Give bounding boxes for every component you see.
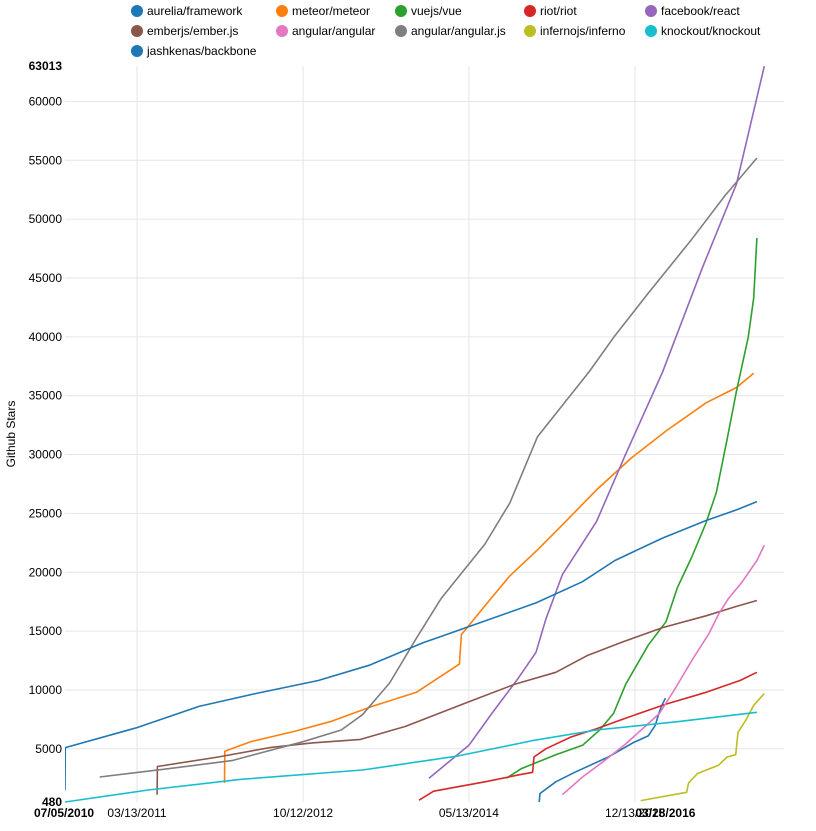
legend-swatch bbox=[524, 25, 536, 37]
y-tick-label: 25000 bbox=[29, 506, 63, 520]
x-tick-label: 10/12/2012 bbox=[273, 806, 333, 820]
y-tick-label: 20000 bbox=[29, 565, 63, 579]
legend-swatch bbox=[276, 5, 288, 17]
legend-swatch bbox=[131, 25, 143, 37]
legend-label: knockout/knockout bbox=[661, 24, 761, 38]
y-tick-label: 45000 bbox=[29, 271, 63, 285]
series-lines bbox=[65, 66, 766, 803]
legend-swatch bbox=[524, 5, 536, 17]
legend-swatch bbox=[131, 5, 143, 17]
series-line-aurelia-framework bbox=[538, 697, 667, 803]
x-tick-label: 12/13/2015 bbox=[605, 806, 665, 820]
y-tick-label: 40000 bbox=[29, 330, 63, 344]
series-line-meteor-meteor bbox=[223, 372, 755, 783]
x-tick-label: 03/13/2011 bbox=[107, 806, 166, 820]
legend-swatch bbox=[395, 25, 407, 37]
series-line-knockout-knockout bbox=[65, 711, 757, 803]
series-line-riot-riot bbox=[418, 671, 758, 801]
series-line-angular-angular bbox=[561, 544, 766, 796]
legend-label: vuejs/vue bbox=[411, 4, 462, 18]
y-axis-title: Github Stars bbox=[4, 401, 18, 468]
axes: 480 5000 10000 15000 20000 25000 30000 35000 400… bbox=[4, 59, 696, 820]
y-tick-label: 63013 bbox=[29, 59, 63, 73]
legend-label: angular/angular bbox=[292, 24, 375, 38]
legend-label: facebook/react bbox=[661, 4, 740, 18]
legend-label: emberjs/ember.js bbox=[147, 24, 238, 38]
series-line-vuejs-vue bbox=[506, 237, 758, 779]
gridlines bbox=[65, 66, 784, 802]
series-line-angular-angular-js bbox=[99, 157, 758, 778]
series-line-facebook-react bbox=[428, 66, 766, 779]
y-tick-label: 480 bbox=[42, 795, 62, 809]
series-line-infernojs-inferno bbox=[640, 692, 765, 802]
y-tick-label: 55000 bbox=[29, 153, 63, 167]
x-tick-label: 07/05/2010 bbox=[34, 806, 94, 820]
legend-label: meteor/meteor bbox=[292, 4, 370, 18]
series-line-jashkenas-backbone bbox=[65, 500, 758, 791]
y-tick-label: 30000 bbox=[29, 448, 63, 462]
legend-swatch bbox=[276, 25, 288, 37]
legend-swatch bbox=[645, 25, 657, 37]
legend-label: angular/angular.js bbox=[411, 24, 506, 38]
y-tick-label: 5000 bbox=[35, 742, 62, 756]
x-tick-label: 03/28/2016 bbox=[635, 806, 695, 820]
y-tick-label: 15000 bbox=[29, 624, 63, 638]
legend-label: aurelia/framework bbox=[147, 4, 243, 18]
y-tick-label: 60000 bbox=[29, 94, 63, 108]
legend-swatch bbox=[645, 5, 657, 17]
y-tick-label: 10000 bbox=[29, 683, 63, 697]
x-tick-label: 05/13/2014 bbox=[439, 806, 499, 820]
y-tick-label: 50000 bbox=[29, 212, 63, 226]
legend-label: riot/riot bbox=[540, 4, 577, 18]
y-tick-label: 35000 bbox=[29, 389, 63, 403]
legend-swatch bbox=[395, 5, 407, 17]
legend-swatch bbox=[131, 45, 143, 57]
legend: aurelia/framework meteor/meteor vuejs/vue r… bbox=[131, 4, 761, 58]
legend-label: jashkenas/backbone bbox=[146, 44, 257, 58]
series-line-emberjs-ember-js bbox=[156, 599, 758, 795]
legend-label: infernojs/inferno bbox=[540, 24, 626, 38]
